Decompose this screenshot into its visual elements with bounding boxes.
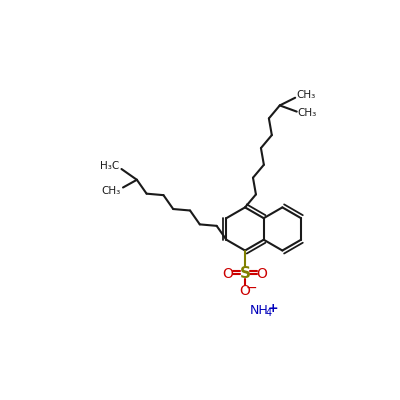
Text: CH₃: CH₃ [101, 186, 120, 196]
Text: O: O [256, 267, 268, 281]
Text: S: S [240, 266, 250, 281]
Text: H₃C: H₃C [100, 161, 119, 171]
Text: O: O [239, 284, 250, 298]
Text: CH₃: CH₃ [298, 108, 317, 118]
Text: 4: 4 [265, 308, 271, 318]
Text: NH: NH [250, 304, 268, 317]
Text: +: + [268, 302, 278, 315]
Text: −: − [245, 281, 257, 295]
Text: CH₃: CH₃ [296, 90, 316, 100]
Text: O: O [223, 267, 234, 281]
